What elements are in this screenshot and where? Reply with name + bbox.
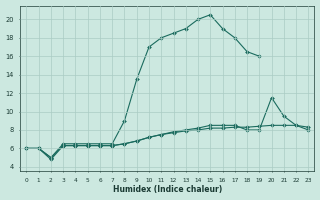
X-axis label: Humidex (Indice chaleur): Humidex (Indice chaleur) [113,185,222,194]
